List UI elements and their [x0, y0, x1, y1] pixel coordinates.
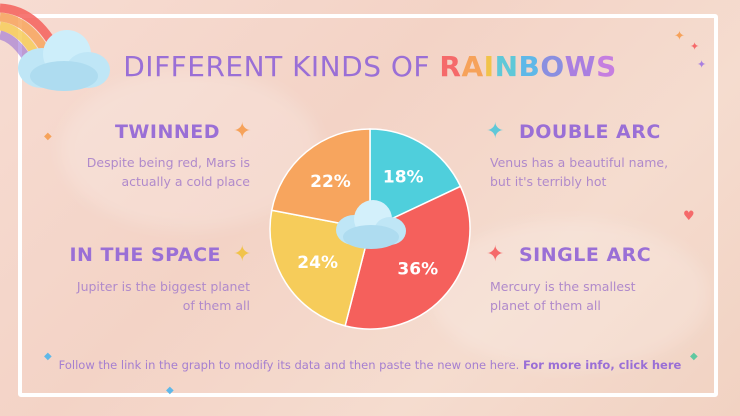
slide-frame [18, 14, 718, 397]
pie-chart[interactable]: 18% 36% 24% 22% [265, 124, 475, 334]
title-prefix: DIFFERENT KINDS OF [123, 50, 440, 83]
section-text-in-the-space: Jupiter is the biggest planet of them al… [76, 279, 250, 313]
sparkle-star-icon: ✦ [690, 40, 700, 53]
sparkle-star-icon: ◆ [690, 351, 698, 362]
section-text-single-arc: Mercury is the smallest planet of them a… [490, 279, 636, 313]
sparkle-star-icon: ◆ [44, 131, 52, 142]
title-letter: B [518, 50, 541, 83]
section-heading-double-arc: DOUBLE ARC [519, 121, 661, 143]
title-letter: S [596, 50, 617, 83]
sparkle-star-icon: ◆ [166, 385, 174, 396]
title-letter: A [461, 50, 484, 83]
sparkle-star-icon: ✦ [486, 242, 505, 267]
section-heading-in-the-space: IN THE SPACE [69, 244, 221, 266]
section-text-twinned: Despite being red, Mars is actually a co… [86, 155, 250, 189]
section-heading-single-arc: SINGLE ARC [519, 244, 652, 266]
pie-slice-label: 18% [383, 168, 424, 188]
section-text-double-arc: Venus has a beautiful name, but it's ter… [490, 155, 669, 189]
sparkle-star-icon: ✦ [233, 119, 252, 144]
heart-icon: ♥ [683, 209, 695, 224]
title-letter: R [439, 50, 462, 83]
title-letter: I [483, 50, 495, 83]
pie-slice[interactable] [270, 128, 371, 230]
sparkle-star-icon: ◆ [44, 351, 52, 362]
sparkle-star-icon: ✦ [486, 119, 505, 144]
pie-slice-label: 24% [297, 253, 338, 273]
title-letter: O [540, 50, 565, 83]
cloud-icon [18, 30, 110, 91]
pie-slice[interactable] [369, 128, 462, 231]
sparkle-star-icon: ✦ [697, 58, 707, 71]
footer-note: Follow the link in the graph to modify i… [58, 358, 682, 372]
sparkle-star-icon: ✦ [233, 242, 252, 267]
title-letter: W [564, 50, 597, 83]
sparkle-star-icon: ✦ [674, 29, 685, 44]
pie-slice-label: 22% [310, 172, 351, 192]
page-title: DIFFERENT KINDS OF RAINBOWS [0, 50, 740, 83]
title-highlight: RAINBOWS [439, 50, 616, 83]
section-heading-twinned: TWINNED [114, 121, 220, 143]
pie-slice-label: 36% [397, 260, 438, 280]
title-letter: N [494, 50, 519, 83]
pie-slice[interactable] [344, 185, 471, 330]
cloud-icon [336, 200, 406, 249]
more-info-link[interactable]: For more info, click here [522, 358, 682, 372]
